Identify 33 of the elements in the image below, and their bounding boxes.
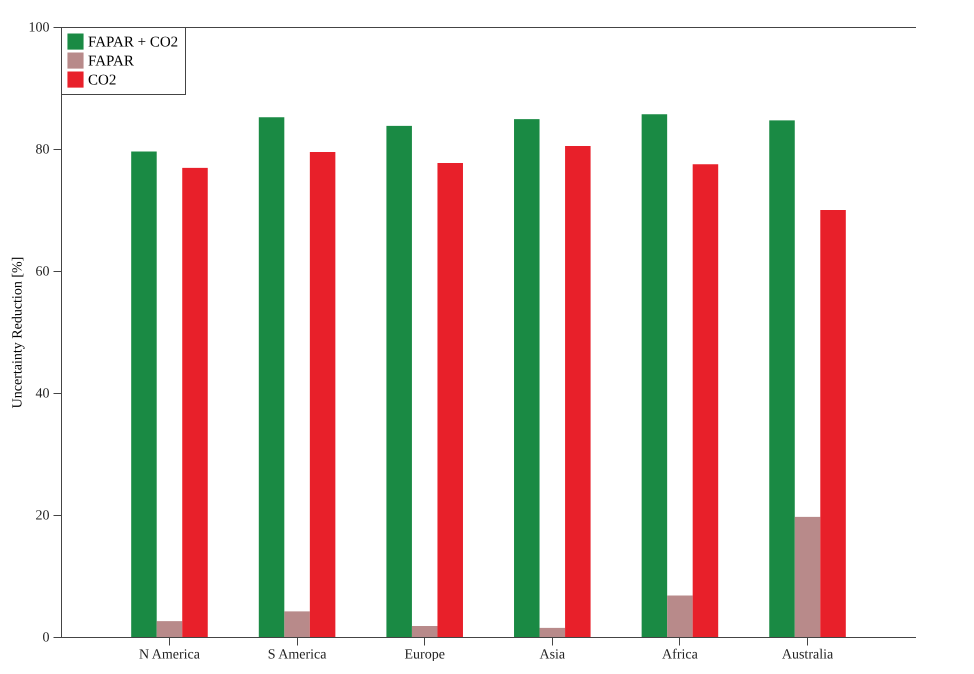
bar <box>131 151 157 637</box>
y-tick-label: 20 <box>36 508 50 524</box>
x-tick-label: Asia <box>539 648 566 662</box>
y-tick-label: 60 <box>36 264 50 280</box>
bar <box>156 621 182 637</box>
bar <box>514 119 540 637</box>
bar <box>310 152 336 637</box>
y-tick-label: 80 <box>36 142 50 158</box>
bar <box>412 626 438 637</box>
bar <box>437 163 463 637</box>
y-axis-title: Uncertainty Reduction [%] <box>10 256 26 408</box>
y-tick-label: 40 <box>36 386 50 402</box>
bar <box>692 164 718 637</box>
bar <box>794 516 820 637</box>
bar <box>769 120 795 637</box>
x-tick-label: Australia <box>782 648 834 662</box>
bar <box>386 126 412 637</box>
y-tick-label: 0 <box>42 630 50 646</box>
legend-label: CO2 <box>88 72 116 88</box>
y-tick-label: 100 <box>28 20 50 36</box>
bar <box>258 117 284 637</box>
x-tick-label: S America <box>268 648 328 662</box>
bar <box>820 210 846 637</box>
bar <box>284 611 310 637</box>
x-tick-label: Africa <box>662 648 699 662</box>
bar <box>667 596 693 637</box>
bar <box>182 168 208 637</box>
legend-label: FAPAR + CO2 <box>88 34 178 50</box>
legend-label: FAPAR <box>88 54 134 70</box>
bar <box>565 146 591 637</box>
bar <box>642 114 668 637</box>
bar <box>540 628 566 637</box>
x-tick-label: N America <box>138 648 201 662</box>
